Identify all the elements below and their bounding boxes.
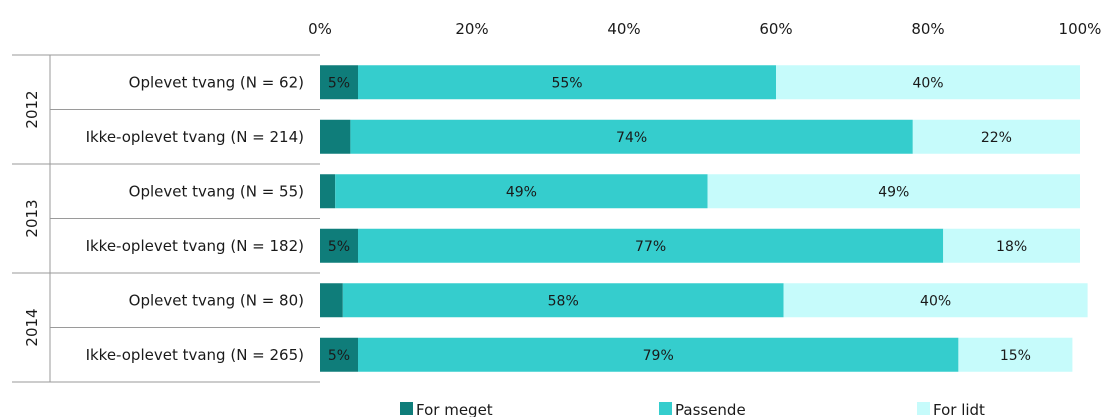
group-label: 2012 bbox=[23, 90, 41, 128]
data-label: 22% bbox=[981, 130, 1012, 146]
category-label: Oplevet tvang (N = 55) bbox=[129, 182, 304, 200]
legend-label: For meget bbox=[416, 401, 493, 417]
data-label: 5% bbox=[328, 239, 350, 255]
data-label: 77% bbox=[635, 239, 666, 255]
bar-segment bbox=[707, 174, 1080, 209]
bar-segment bbox=[358, 228, 944, 263]
data-label: 49% bbox=[878, 184, 909, 200]
category-label: Ikke-oplevet tvang (N = 214) bbox=[86, 128, 304, 146]
data-label: 18% bbox=[996, 239, 1027, 255]
x-tick-label: 40% bbox=[607, 20, 640, 38]
x-tick-label: 60% bbox=[759, 20, 792, 38]
data-label: 40% bbox=[920, 293, 951, 309]
bar-segment bbox=[320, 283, 343, 318]
data-label: 40% bbox=[912, 75, 943, 91]
bar-segment bbox=[358, 65, 776, 100]
bar-segment bbox=[783, 283, 1088, 318]
data-label: 74% bbox=[616, 130, 647, 146]
bar-segment bbox=[350, 119, 913, 154]
data-label: 5% bbox=[328, 348, 350, 364]
bar-segment bbox=[958, 337, 1073, 372]
bar-segment bbox=[320, 337, 358, 372]
bar-segment bbox=[320, 174, 336, 209]
legend-swatch bbox=[917, 402, 930, 415]
bar-segment bbox=[320, 119, 351, 154]
x-tick-label: 0% bbox=[308, 20, 332, 38]
data-label: 15% bbox=[1000, 348, 1031, 364]
category-label: Ikke-oplevet tvang (N = 182) bbox=[86, 237, 304, 255]
legend-label: Passende bbox=[675, 401, 746, 417]
bar-segment bbox=[342, 283, 784, 318]
bar-segment bbox=[912, 119, 1080, 154]
category-label: Ikke-oplevet tvang (N = 265) bbox=[86, 346, 304, 364]
data-label: 5% bbox=[328, 75, 350, 91]
data-label: 58% bbox=[548, 293, 579, 309]
bar-segment bbox=[776, 65, 1080, 100]
bar-segment bbox=[320, 65, 358, 100]
legend-swatch bbox=[400, 402, 413, 415]
data-label: 55% bbox=[551, 75, 582, 91]
legend-label: For lidt bbox=[933, 401, 985, 417]
group-label: 2013 bbox=[23, 199, 41, 237]
bar-segment bbox=[358, 337, 959, 372]
category-label: Oplevet tvang (N = 62) bbox=[129, 73, 304, 91]
legend-swatch bbox=[659, 402, 672, 415]
group-label: 2014 bbox=[23, 308, 41, 346]
x-tick-label: 100% bbox=[1059, 20, 1102, 38]
x-tick-label: 80% bbox=[911, 20, 944, 38]
data-label: 79% bbox=[643, 348, 674, 364]
bar-segment bbox=[320, 228, 358, 263]
category-label: Oplevet tvang (N = 80) bbox=[129, 291, 304, 309]
data-label: 49% bbox=[506, 184, 537, 200]
bar-segment bbox=[943, 228, 1080, 263]
bar-segment bbox=[335, 174, 708, 209]
x-tick-label: 20% bbox=[455, 20, 488, 38]
